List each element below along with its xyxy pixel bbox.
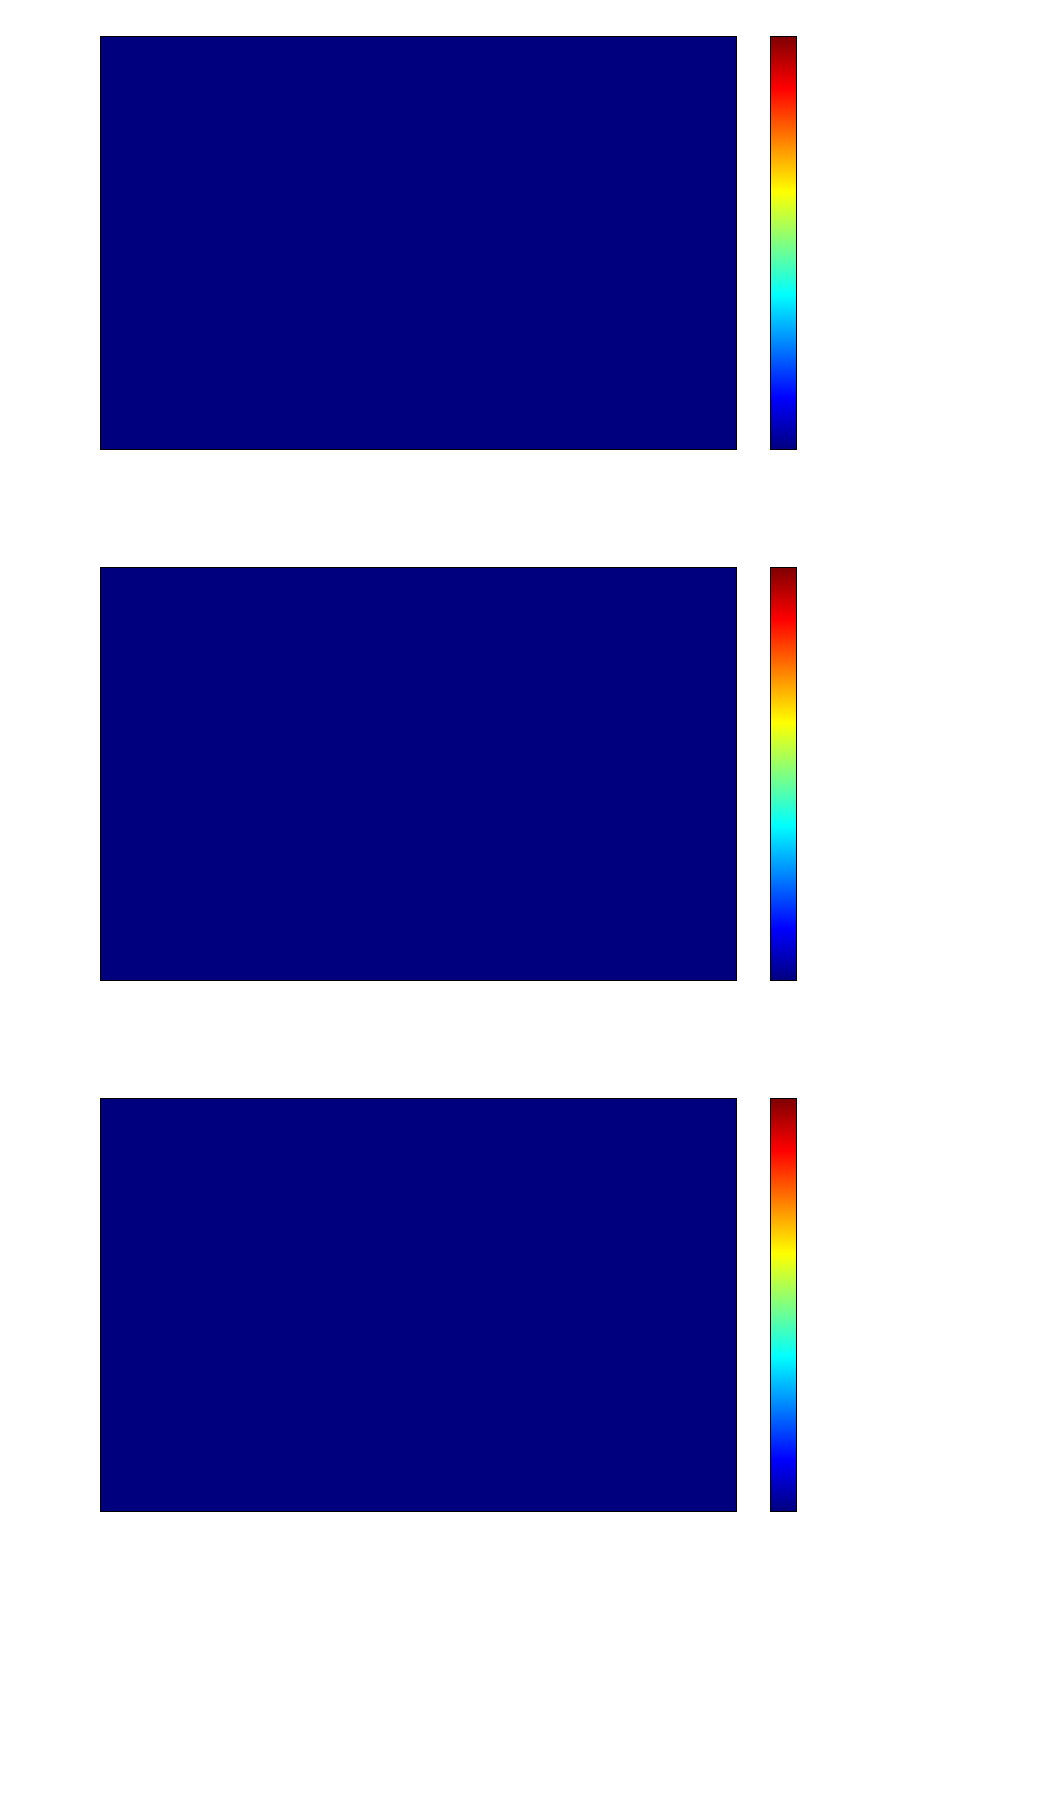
spectrogram-canvas <box>101 1099 736 1511</box>
colorbar <box>770 1098 797 1512</box>
colorbar <box>770 567 797 981</box>
spectrogram-panel-hhn <box>0 531 1052 1062</box>
spectrogram-canvas <box>101 37 736 449</box>
colorbar <box>770 36 797 450</box>
spectrogram-canvas <box>101 568 736 980</box>
spectrogram-panel-hhz <box>0 1062 1052 1593</box>
spectrogram-panel-hhe <box>0 0 1052 531</box>
spectrogram-plot <box>100 36 737 450</box>
spectrogram-plot <box>100 567 737 981</box>
spectrogram-plot <box>100 1098 737 1512</box>
